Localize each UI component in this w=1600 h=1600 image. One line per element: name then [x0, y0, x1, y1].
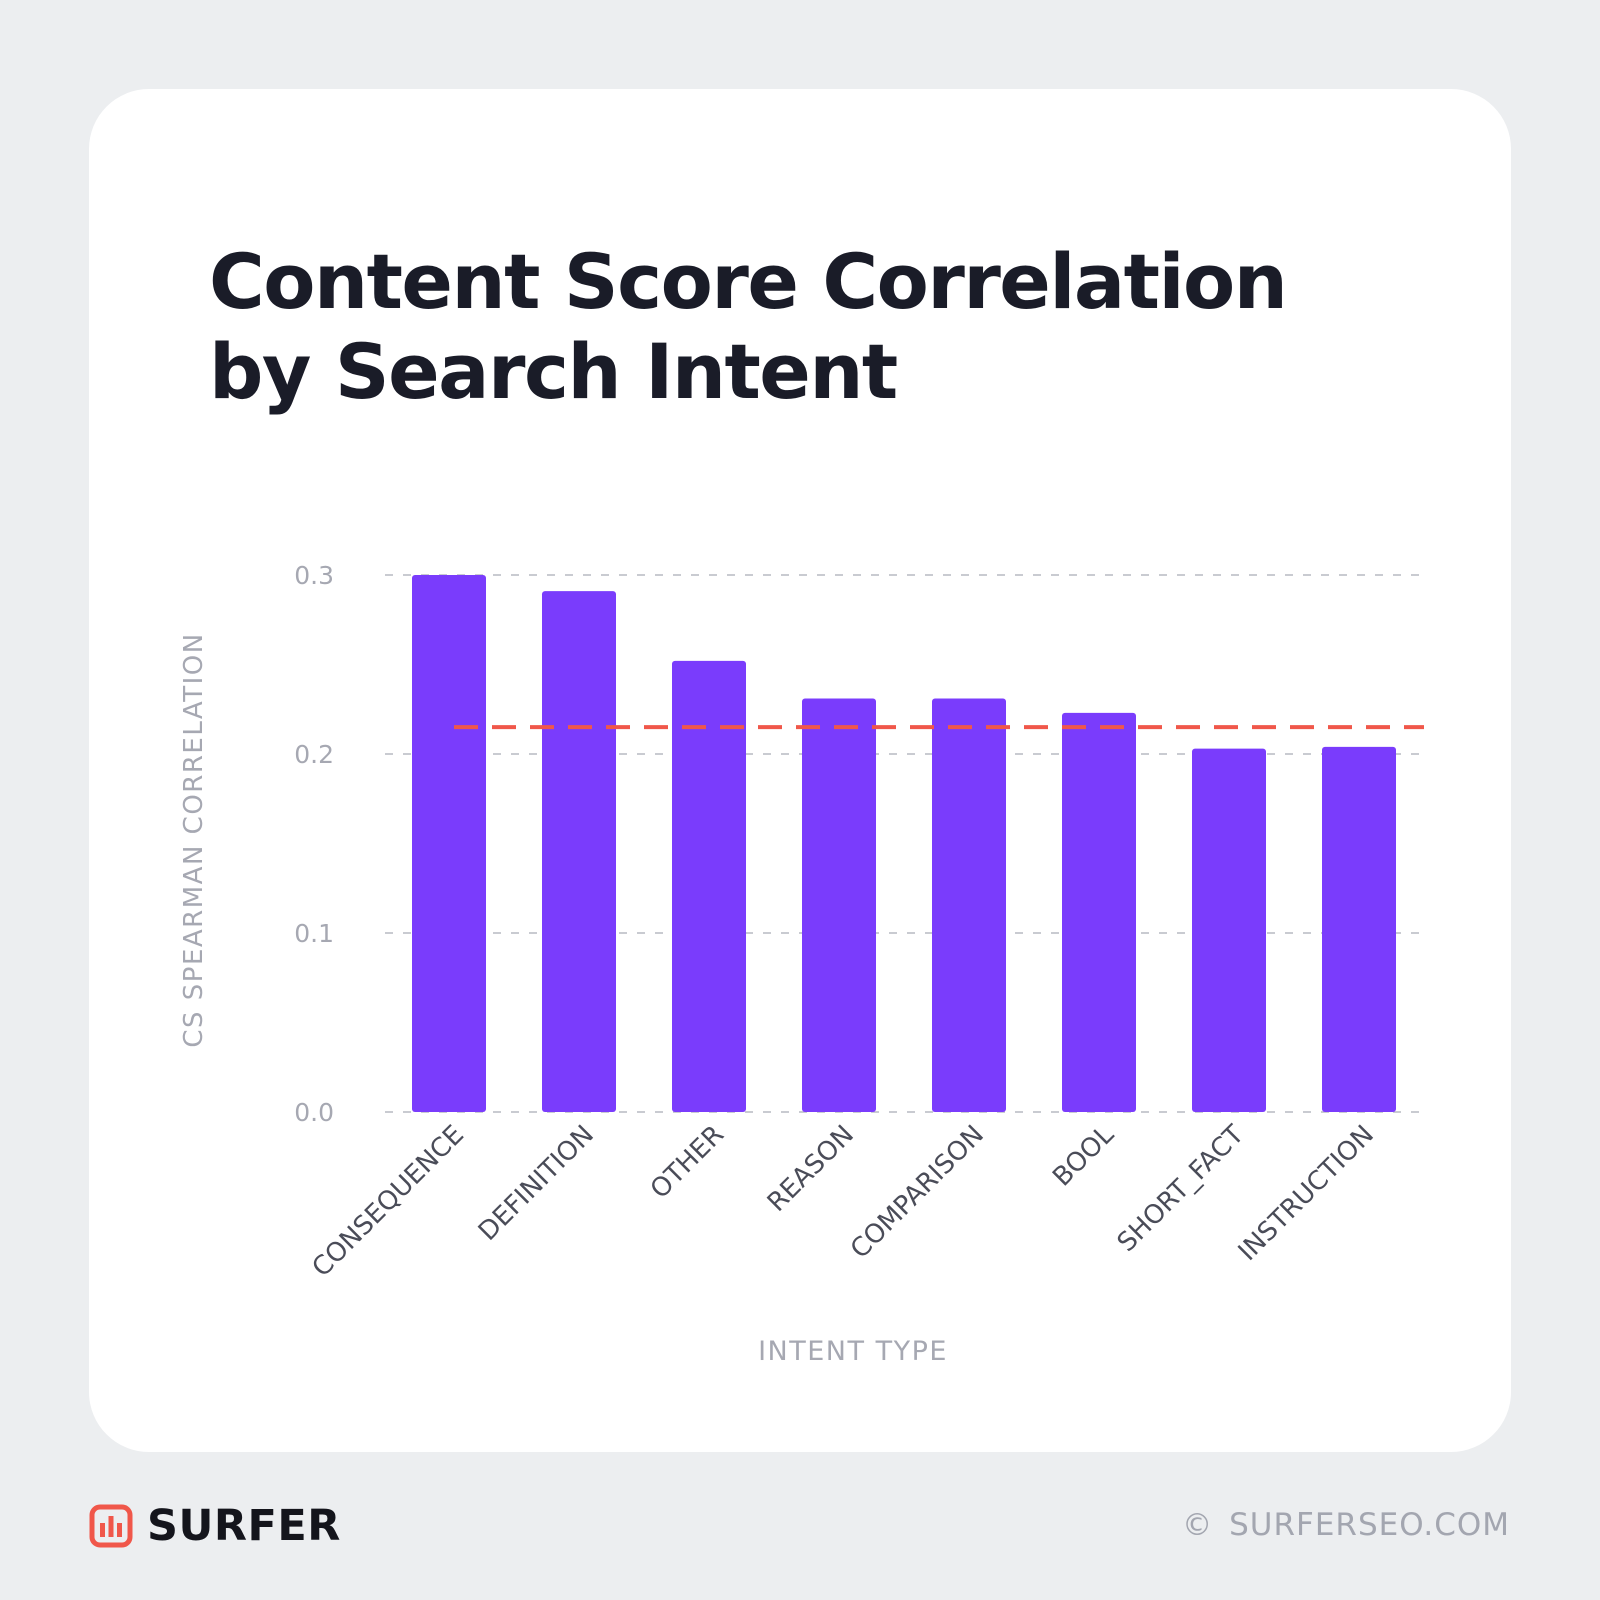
y-tick-labels: 0.0 0.1 0.2 0.3	[294, 561, 334, 1127]
copyright-notice: © SURFERSEO.COM	[1182, 1503, 1510, 1547]
x-tick-label: BOOL	[1047, 1119, 1120, 1192]
y-axis-label: CS SPEARMAN CORRELATION	[179, 632, 209, 1047]
chart-card: Content Score Correlation by Search Inte…	[89, 89, 1511, 1452]
surfer-logo[interactable]: SURFER	[89, 1501, 341, 1551]
x-tick-label: INSTRUCTION	[1233, 1120, 1380, 1267]
x-tick-label: OTHER	[645, 1120, 730, 1205]
surfer-logo-icon	[89, 1504, 133, 1548]
x-tick-label: REASON	[762, 1120, 860, 1218]
gridlines	[385, 574, 1424, 1113]
y-tick-label: 0.1	[294, 919, 334, 948]
bar-instruction	[1322, 746, 1396, 1112]
x-tick-label: COMPARISON	[845, 1120, 990, 1265]
bars	[412, 575, 1396, 1112]
x-tick-labels: CONSEQUENCE DEFINITION OTHER REASONCOMPARIS…	[307, 1119, 1380, 1283]
bar-short-fact	[1192, 748, 1266, 1112]
y-tick-label: 0.0	[294, 1098, 334, 1127]
bar-other	[672, 660, 746, 1112]
x-tick-label: DEFINITION	[473, 1120, 600, 1247]
y-tick-label: 0.2	[294, 740, 334, 769]
x-tick-label: SHORT_FACT	[1112, 1120, 1250, 1258]
bar-reason	[802, 698, 876, 1112]
bar-bool	[1062, 712, 1136, 1112]
bar-definition	[542, 591, 616, 1112]
bar-comparison	[932, 698, 1006, 1112]
chart-title: Content Score Correlation by Search Inte…	[209, 237, 1288, 416]
x-axis-label: INTENT TYPE	[758, 1336, 948, 1367]
x-tick-label: CONSEQUENCE	[307, 1120, 470, 1283]
website-link[interactable]: SURFERSEO.COM	[1229, 1507, 1510, 1543]
brand-name: SURFER	[147, 1501, 341, 1551]
bar-consequence	[412, 575, 486, 1112]
y-tick-label: 0.3	[294, 561, 334, 590]
copyright-icon: ©	[1182, 1507, 1214, 1543]
